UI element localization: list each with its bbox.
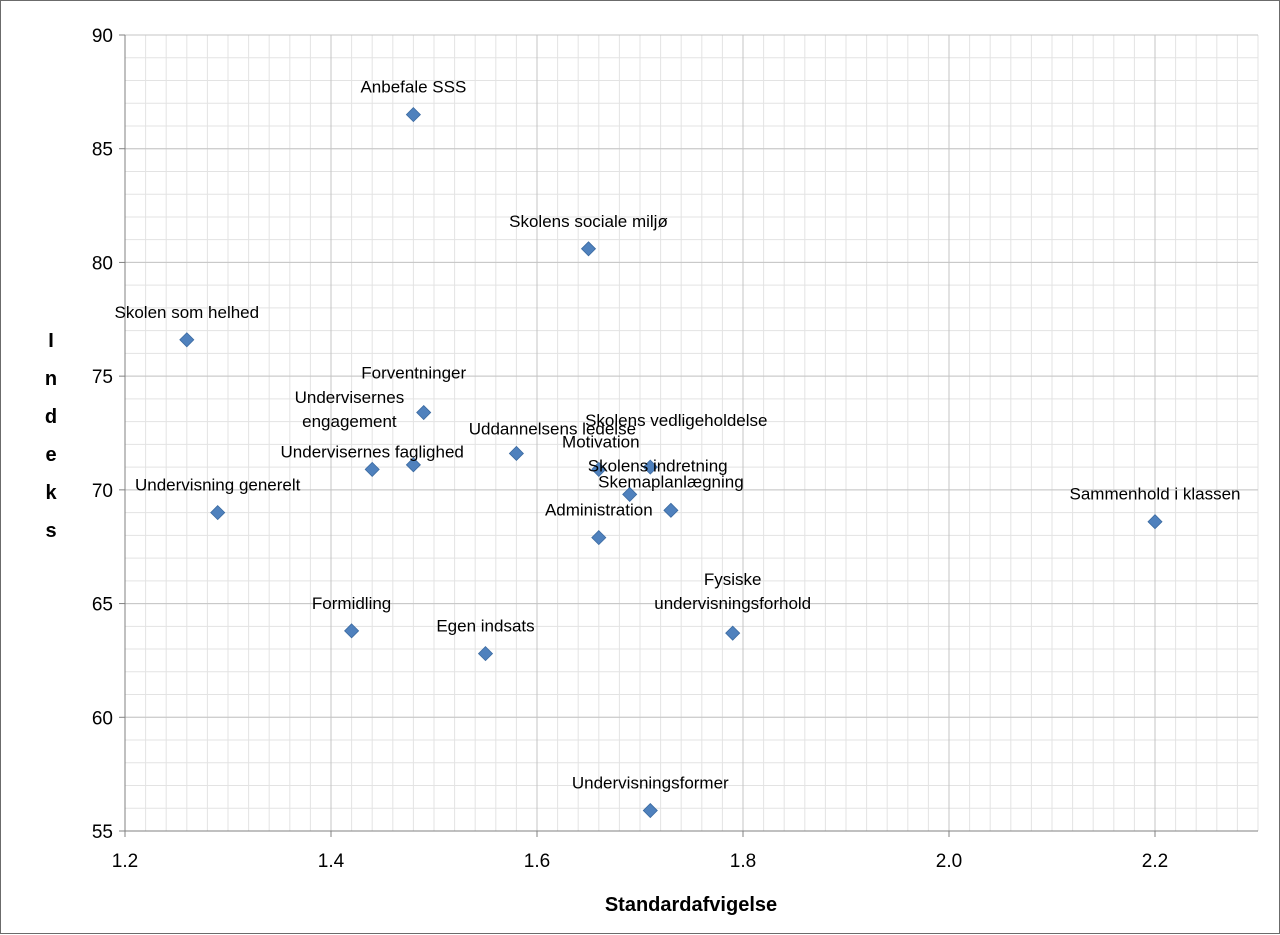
scatter-point: [725, 625, 741, 641]
scatter-point: [477, 646, 494, 662]
data-point-label: Undervisningsformer: [572, 774, 729, 793]
data-point-label-line: Formidling: [312, 594, 391, 613]
y-tick-label: 85: [92, 140, 113, 161]
y-tick-label: 75: [92, 367, 113, 388]
data-point-label-line: Uddannelsens ledelse: [469, 419, 636, 438]
data-point-label-line: Anbefale SSS: [360, 78, 466, 97]
data-point-label-line: Undervisning generelt: [135, 476, 301, 495]
data-point-label: Formidling: [312, 594, 391, 613]
scatter-point: [364, 461, 380, 477]
data-point-label-line: engagement: [302, 412, 397, 431]
y-tick-label: 80: [92, 253, 113, 274]
scatter-point: [663, 502, 679, 518]
data-point-label: Skolens vedligeholdelse: [585, 411, 767, 430]
scatter-point: [642, 459, 658, 475]
scatter-point: [405, 457, 421, 473]
x-tick-label: 2.2: [1142, 851, 1168, 872]
scatter-point: [1147, 514, 1163, 530]
y-axis-title-letter: s: [45, 520, 56, 542]
scatter-point: [622, 486, 638, 502]
data-point-label-line: Undervisningsformer: [572, 774, 729, 793]
data-point-labels: Anbefale SSS Skolens sociale miljø Skolen …: [115, 78, 1241, 793]
data-point-label-line: Sammenhold i klassen: [1069, 485, 1240, 504]
data-points: [179, 107, 1163, 819]
y-tick-label: 70: [92, 481, 113, 502]
data-point-label-line: Administration: [545, 501, 653, 520]
data-point-label: Skolens sociale miljø: [509, 212, 668, 231]
scatter-point: [344, 623, 360, 639]
data-point-label: Sammenhold i klassen: [1069, 485, 1240, 504]
scatter-point: [179, 332, 195, 348]
scatter-point: [642, 802, 658, 819]
scatter-point: [580, 241, 597, 257]
data-point-label-line: Skolens sociale miljø: [509, 212, 668, 231]
x-tick-label: 2.0: [936, 851, 962, 872]
x-tick-label: 1.8: [730, 851, 756, 872]
data-point-label: Skolen som helhed: [115, 303, 260, 322]
data-point-label: Anbefale SSS: [360, 78, 466, 97]
y-tick-label: 90: [92, 26, 113, 47]
y-axis-title-letter: I: [48, 330, 54, 352]
y-axis-title-letter: n: [45, 368, 57, 390]
y-tick-label: 65: [92, 595, 113, 616]
data-point-label: Administration: [545, 501, 653, 520]
data-point-label-line: Fysiske: [704, 570, 762, 589]
y-tick-label: 55: [92, 822, 113, 843]
data-point-label: Skolens indretning: [588, 456, 728, 475]
data-point-label: Motivation: [562, 432, 639, 451]
minor-grid: [124, 34, 1259, 832]
data-point-label-line: Undervisernes faglighed: [281, 442, 464, 461]
y-tick-label: 60: [92, 708, 113, 729]
data-point-label-line: Skolens indretning: [588, 456, 728, 475]
x-axis-title: Standardafvigelse: [605, 894, 777, 916]
data-point-label: Undervisernes engagement: [295, 388, 405, 431]
major-grid: [124, 34, 1258, 832]
y-axis-title-letter: e: [45, 444, 56, 466]
data-point-label: Skemaplanlægning: [598, 472, 744, 491]
axes: [119, 34, 1258, 837]
scatter-point: [405, 107, 421, 123]
scatter-point: [210, 505, 226, 521]
data-point-label-line: Egen indsats: [436, 617, 534, 636]
data-point-label-line: Motivation: [562, 432, 639, 451]
scatter-point: [416, 404, 432, 421]
scatter-point: [508, 445, 524, 462]
x-tick-label: 1.2: [112, 851, 138, 872]
scatter-point: [591, 461, 607, 477]
data-point-label: Undervisernes faglighed: [281, 442, 464, 461]
data-point-label-line: Skolen som helhed: [115, 303, 260, 322]
data-point-label-line: Forventninger: [361, 364, 466, 383]
x-tick-labels: 1.2 1.4 1.6 1.8 2.0 2.2: [112, 851, 1168, 872]
data-point-label-line: undervisningsforhold: [654, 594, 811, 613]
y-axis-title-letter: k: [45, 482, 57, 504]
data-point-label-line: Skolens vedligeholdelse: [585, 411, 767, 430]
data-point-label-line: Skemaplanlægning: [598, 472, 744, 491]
data-point-label: Egen indsats: [436, 617, 534, 636]
data-point-label-line: Undervisernes: [295, 388, 405, 407]
y-axis-title-letter: d: [45, 406, 57, 428]
data-point-label: Forventninger: [361, 364, 466, 383]
x-tick-label: 1.6: [524, 851, 550, 872]
scatter-point: [591, 530, 607, 546]
y-tick-labels: 55 60 65 70 75 80 85 90: [92, 26, 113, 843]
data-point-label: Undervisning generelt: [135, 476, 301, 495]
data-point-label: Uddannelsens ledelse: [469, 419, 636, 438]
data-point-label: Fysiske undervisningsforhold: [654, 570, 811, 613]
x-tick-label: 1.4: [318, 851, 345, 872]
